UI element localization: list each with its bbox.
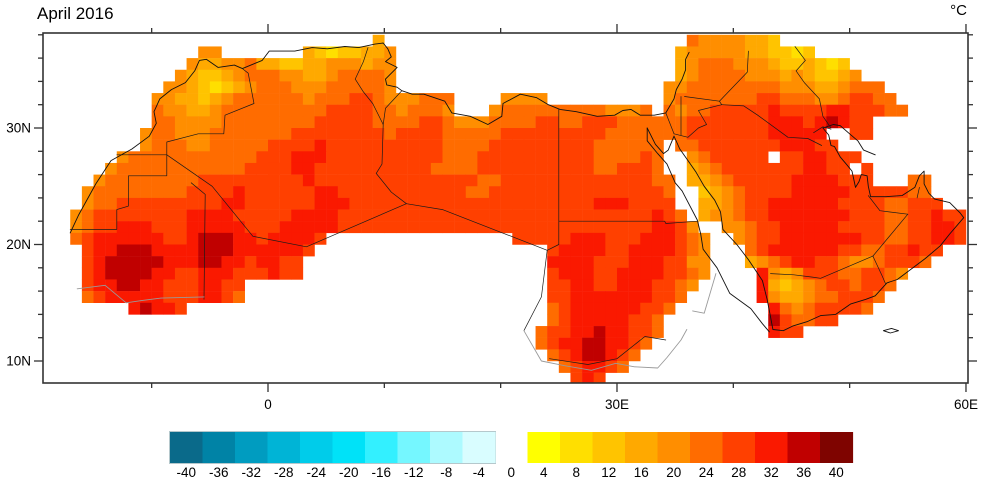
country-border [406,203,560,251]
country-border [166,68,255,156]
country-border [190,182,206,300]
colorbar-label: -40 [176,465,196,480]
colorbar-box [625,432,659,463]
country-border [354,47,384,125]
country-border [558,220,698,224]
country-border [375,124,407,205]
country-border [166,154,407,248]
colorbar-label: -20 [339,465,359,480]
colorbar-box [690,432,724,463]
colorbar-box [820,432,854,463]
country-border [916,187,920,199]
colorbar-label: 12 [601,465,616,480]
coastline [646,127,675,155]
x-tick-label: 30E [605,397,629,412]
coastline [673,124,965,332]
country-border [523,249,548,332]
colorbar-box [560,432,594,463]
temperature-grid-cells [70,34,967,383]
x-tick-label: 60E [954,397,978,412]
country-border [382,90,403,125]
y-tick-label: 20N [6,237,31,252]
colorbar-label: 36 [796,465,811,480]
colorbar-box [397,432,431,463]
colorbar-box [267,432,301,463]
colorbar-box [462,432,496,463]
colorbar-label: 0 [507,465,515,480]
colorbar-box [202,432,236,463]
colorbar-box [657,432,691,463]
country-border [673,104,723,138]
colorbar-box [235,432,269,463]
country-border [770,255,874,279]
coastline [646,127,770,333]
colorbar-label: 24 [699,465,715,480]
colorbar-label: 40 [829,465,844,480]
colorbar-box [722,432,756,463]
colorbar-box [365,432,399,463]
colorbar-box [300,432,334,463]
plot-frame [42,32,969,384]
figure-title: April 2016 [37,4,114,23]
country-border [872,213,909,257]
country-border [813,126,832,134]
data-mask-edge [76,284,205,304]
colorbar-label: -24 [306,465,326,480]
colorbar-label: 20 [666,465,681,480]
axis-tick-labels: 30N 20N 10N 0 30E 60E [6,121,978,413]
colorbar-box [527,432,561,463]
country-border [867,195,909,215]
colorbar-label: 32 [764,465,779,480]
colorbar-label: -16 [371,465,391,480]
colorbar-label: 28 [731,465,746,480]
colorbar-label: -36 [209,465,229,480]
colorbar-label: -32 [241,465,261,480]
data-mask-edge [692,273,717,314]
country-border [69,154,168,230]
y-tick-label: 10N [6,354,31,369]
colorbar-box [430,432,464,463]
colorbar-box [787,432,821,463]
colorbar-label: 16 [634,465,649,480]
colorbar-box [755,432,789,463]
colorbar-box [592,432,626,463]
colorbar: -40 -36 -32 -28 -24 -20 -16 -12 -8 -4 0 4 8 12 16 20 24 2… [169,431,854,480]
colorbar-label: 8 [572,465,580,480]
axis-ticks [34,24,977,392]
country-border [719,50,749,102]
colorbar-label: -8 [440,465,452,480]
colorbar-label: -4 [473,465,485,480]
colorbar-label: -28 [274,465,294,480]
units-label: °C [950,2,967,19]
country-border [665,112,675,135]
country-border [721,104,823,146]
coastline [69,42,690,234]
country-border [794,46,832,129]
map-lines [69,42,965,371]
x-tick-label: 0 [264,397,272,412]
data-mask-edge [523,329,688,371]
coastline [882,327,899,334]
colorbar-box [170,432,204,463]
country-border [872,255,887,285]
y-tick-label: 30N [6,121,31,136]
country-border [549,336,667,365]
colorbar-box [332,432,366,463]
colorbar-label: -12 [404,465,424,480]
colorbar-label: 4 [540,465,548,480]
